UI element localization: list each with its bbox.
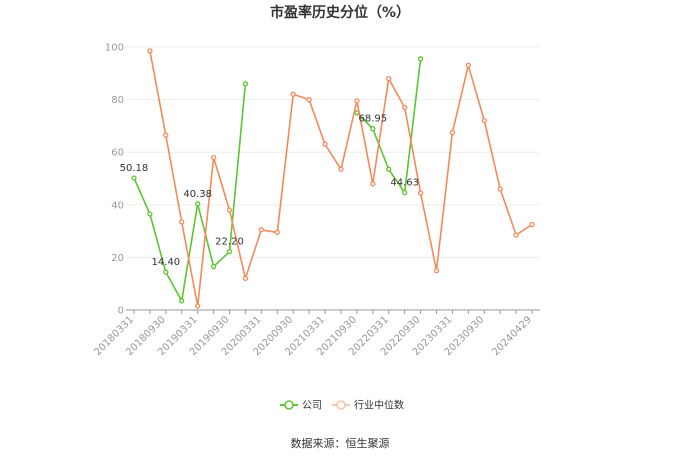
y-tick-label: 60 [111, 148, 124, 159]
data-point [179, 219, 185, 225]
data-point [242, 275, 249, 282]
legend-item-0[interactable]: 公司 [280, 400, 322, 412]
y-tick-label: 100 [105, 43, 124, 54]
data-label: 44.63 [390, 178, 419, 189]
data-label: 22.20 [215, 237, 244, 248]
data-point [147, 211, 153, 217]
legend[interactable]: 公司 行业中位数 [280, 399, 404, 412]
data-point [163, 269, 169, 275]
data-label: 50.18 [120, 163, 149, 174]
data-label: 40.38 [183, 189, 212, 200]
axes: 0204060801002018033120180930201903312019… [92, 43, 540, 358]
data-point [386, 166, 392, 172]
data-point [370, 126, 376, 132]
x-tick-label: 20240429 [490, 314, 534, 358]
series-line [133, 83, 247, 304]
data-point [290, 91, 296, 97]
data-label: 14.40 [151, 257, 180, 268]
data-point [274, 229, 280, 236]
data-point [131, 175, 137, 181]
data-point [465, 62, 471, 69]
data-point [481, 117, 487, 124]
data-point [195, 303, 201, 309]
y-tick-label: 20 [111, 253, 124, 264]
data-point [370, 181, 376, 187]
data-point [163, 132, 169, 138]
data-point [354, 98, 360, 104]
y-tick-label: 80 [111, 95, 124, 106]
data-point [433, 267, 440, 274]
series-1 [147, 48, 535, 309]
grid-lines [126, 46, 540, 258]
data-point [322, 141, 328, 147]
data-point [226, 207, 233, 213]
legend-marker [284, 400, 294, 410]
data-point [306, 96, 312, 103]
data-point [449, 129, 456, 136]
legend-item-1[interactable]: 行业中位数 [332, 399, 404, 412]
data-point [195, 201, 201, 207]
data-point [417, 190, 424, 196]
data-point [147, 48, 153, 54]
source-label: 数据来源：恒生聚源 [291, 436, 390, 450]
data-point [179, 298, 185, 304]
data-point [242, 81, 249, 87]
data-point [210, 154, 217, 161]
data-point [529, 221, 535, 228]
legend-label: 公司 [302, 401, 322, 412]
chart-title: 市盈率历史分位（%） [270, 4, 410, 21]
data-point [258, 227, 264, 233]
data-labels: 50.18 14.40 40.38 22.20 68.95 44.63 [120, 114, 419, 268]
data-point [513, 232, 519, 238]
data-point [226, 248, 233, 255]
legend-label: 行业中位数 [354, 399, 404, 412]
series-line [149, 50, 533, 307]
y-tick-label: 0 [118, 306, 124, 317]
y-tick-label: 40 [111, 200, 124, 211]
legend-marker [336, 400, 346, 410]
data-point [402, 104, 408, 111]
data-point [402, 189, 408, 196]
data-point [386, 75, 392, 82]
data-label: 68.95 [358, 114, 387, 125]
series-0 [131, 56, 424, 304]
data-point [210, 263, 217, 270]
data-point [417, 56, 424, 62]
data-point [497, 186, 503, 192]
data-point [338, 166, 344, 172]
series-lines [131, 48, 535, 309]
